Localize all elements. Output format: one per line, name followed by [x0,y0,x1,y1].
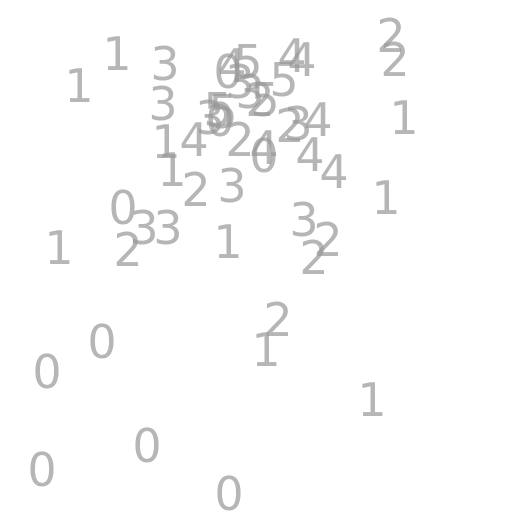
digit-label: 2 [313,213,343,267]
digit-label: 1 [357,373,387,427]
digit-label: 2 [181,163,211,217]
digit-label: 2 [225,113,255,167]
digit-label: 2 [245,73,275,127]
digit-label: 2 [376,9,406,63]
digit-label: 2 [299,231,329,285]
digit-label: 5 [203,83,233,137]
digit-label: 0 [205,93,235,147]
digit-label: 1 [64,59,94,113]
digit-label: 3 [217,159,247,213]
digit-label: 1 [44,221,74,275]
digit-label: 1 [389,91,419,145]
digit-label: 1 [102,27,132,81]
digit-label: 5 [233,35,263,89]
digit-label: 4 [319,145,349,199]
digit-label: 5 [250,73,280,127]
digit-label: 0 [213,45,243,99]
digit-label: 3 [129,201,159,255]
digit-label: 3 [225,55,255,109]
digit-label: 0 [32,345,62,399]
digit-label: 0 [27,443,57,497]
digit-label: 1 [157,143,187,197]
digit-label: 0 [87,315,117,369]
digit-label: 3 [153,201,183,255]
digit-label: 4 [295,128,325,182]
digit-label: 2 [113,223,143,277]
digit-label: 4 [249,121,279,175]
digit-label: 1 [151,115,181,169]
digit-label: 3 [195,91,225,145]
digit-label: 3 [150,37,180,91]
digit-label: 2 [380,33,410,87]
digit-label: 3 [148,77,178,131]
digit-label: 2 [275,99,305,153]
digit-label: 3 [283,97,313,151]
digit-label: 0 [249,129,279,183]
digit-label: 4 [277,29,307,83]
digit-label: 5 [208,85,238,139]
digit-label: 3 [289,193,319,247]
digit-label: 3 [235,65,265,119]
digit-label: 4 [179,113,209,167]
digit-label: 1 [251,323,281,377]
digit-label: 1 [371,171,401,225]
digit-label: 0 [108,181,138,235]
digit-label: 2 [263,293,293,347]
digit-label: 0 [132,419,162,473]
digit-label: 4 [217,39,247,93]
digit-label: 0 [214,467,244,521]
digit-label: 4 [287,33,317,87]
digit-label: 4 [303,93,333,147]
digit-label: 1 [213,215,243,269]
digit-label: 5 [269,53,299,107]
